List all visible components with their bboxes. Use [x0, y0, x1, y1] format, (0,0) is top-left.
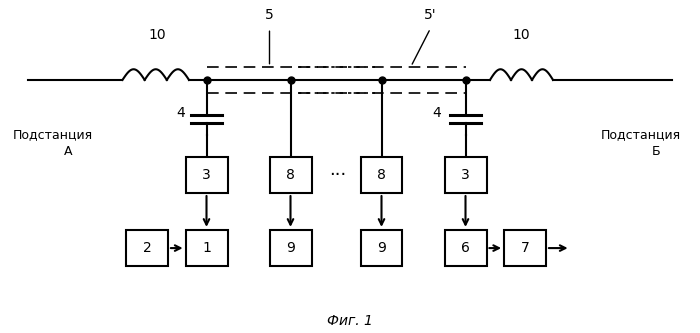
Text: 9: 9	[377, 241, 386, 255]
Text: 4: 4	[176, 106, 185, 120]
Text: 5': 5'	[424, 8, 437, 22]
Text: 10: 10	[148, 28, 167, 42]
Bar	[270, 230, 312, 266]
Text: 5: 5	[265, 8, 274, 22]
Bar	[126, 230, 168, 266]
Text: 1: 1	[202, 241, 211, 255]
Text: 6: 6	[461, 241, 470, 255]
Bar	[504, 230, 546, 266]
Text: 3: 3	[202, 168, 211, 182]
Bar	[360, 230, 402, 266]
Text: Фиг. 1: Фиг. 1	[327, 314, 373, 328]
Text: 7: 7	[521, 241, 529, 255]
Text: ···: ···	[329, 166, 346, 184]
Text: 4: 4	[433, 106, 441, 120]
Text: Подстанция
        Б: Подстанция Б	[601, 128, 680, 158]
Bar	[186, 230, 228, 266]
Bar	[360, 157, 402, 193]
Text: 9: 9	[286, 241, 295, 255]
Text: 8: 8	[286, 168, 295, 182]
Text: 2: 2	[143, 241, 151, 255]
Text: 3: 3	[461, 168, 470, 182]
Bar	[444, 157, 486, 193]
Text: 8: 8	[377, 168, 386, 182]
Bar	[270, 157, 312, 193]
Bar	[186, 157, 228, 193]
Bar	[444, 230, 486, 266]
Text: Подстанция
        А: Подстанция А	[13, 128, 92, 158]
Text: 10: 10	[512, 28, 531, 42]
